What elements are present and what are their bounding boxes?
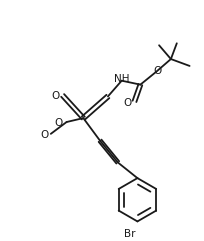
Text: O: O <box>41 130 49 140</box>
Text: O: O <box>152 66 161 76</box>
Text: Br: Br <box>123 229 135 239</box>
Text: NH: NH <box>113 74 129 84</box>
Text: O: O <box>123 98 131 108</box>
Text: O: O <box>51 91 60 101</box>
Text: O: O <box>54 118 63 128</box>
